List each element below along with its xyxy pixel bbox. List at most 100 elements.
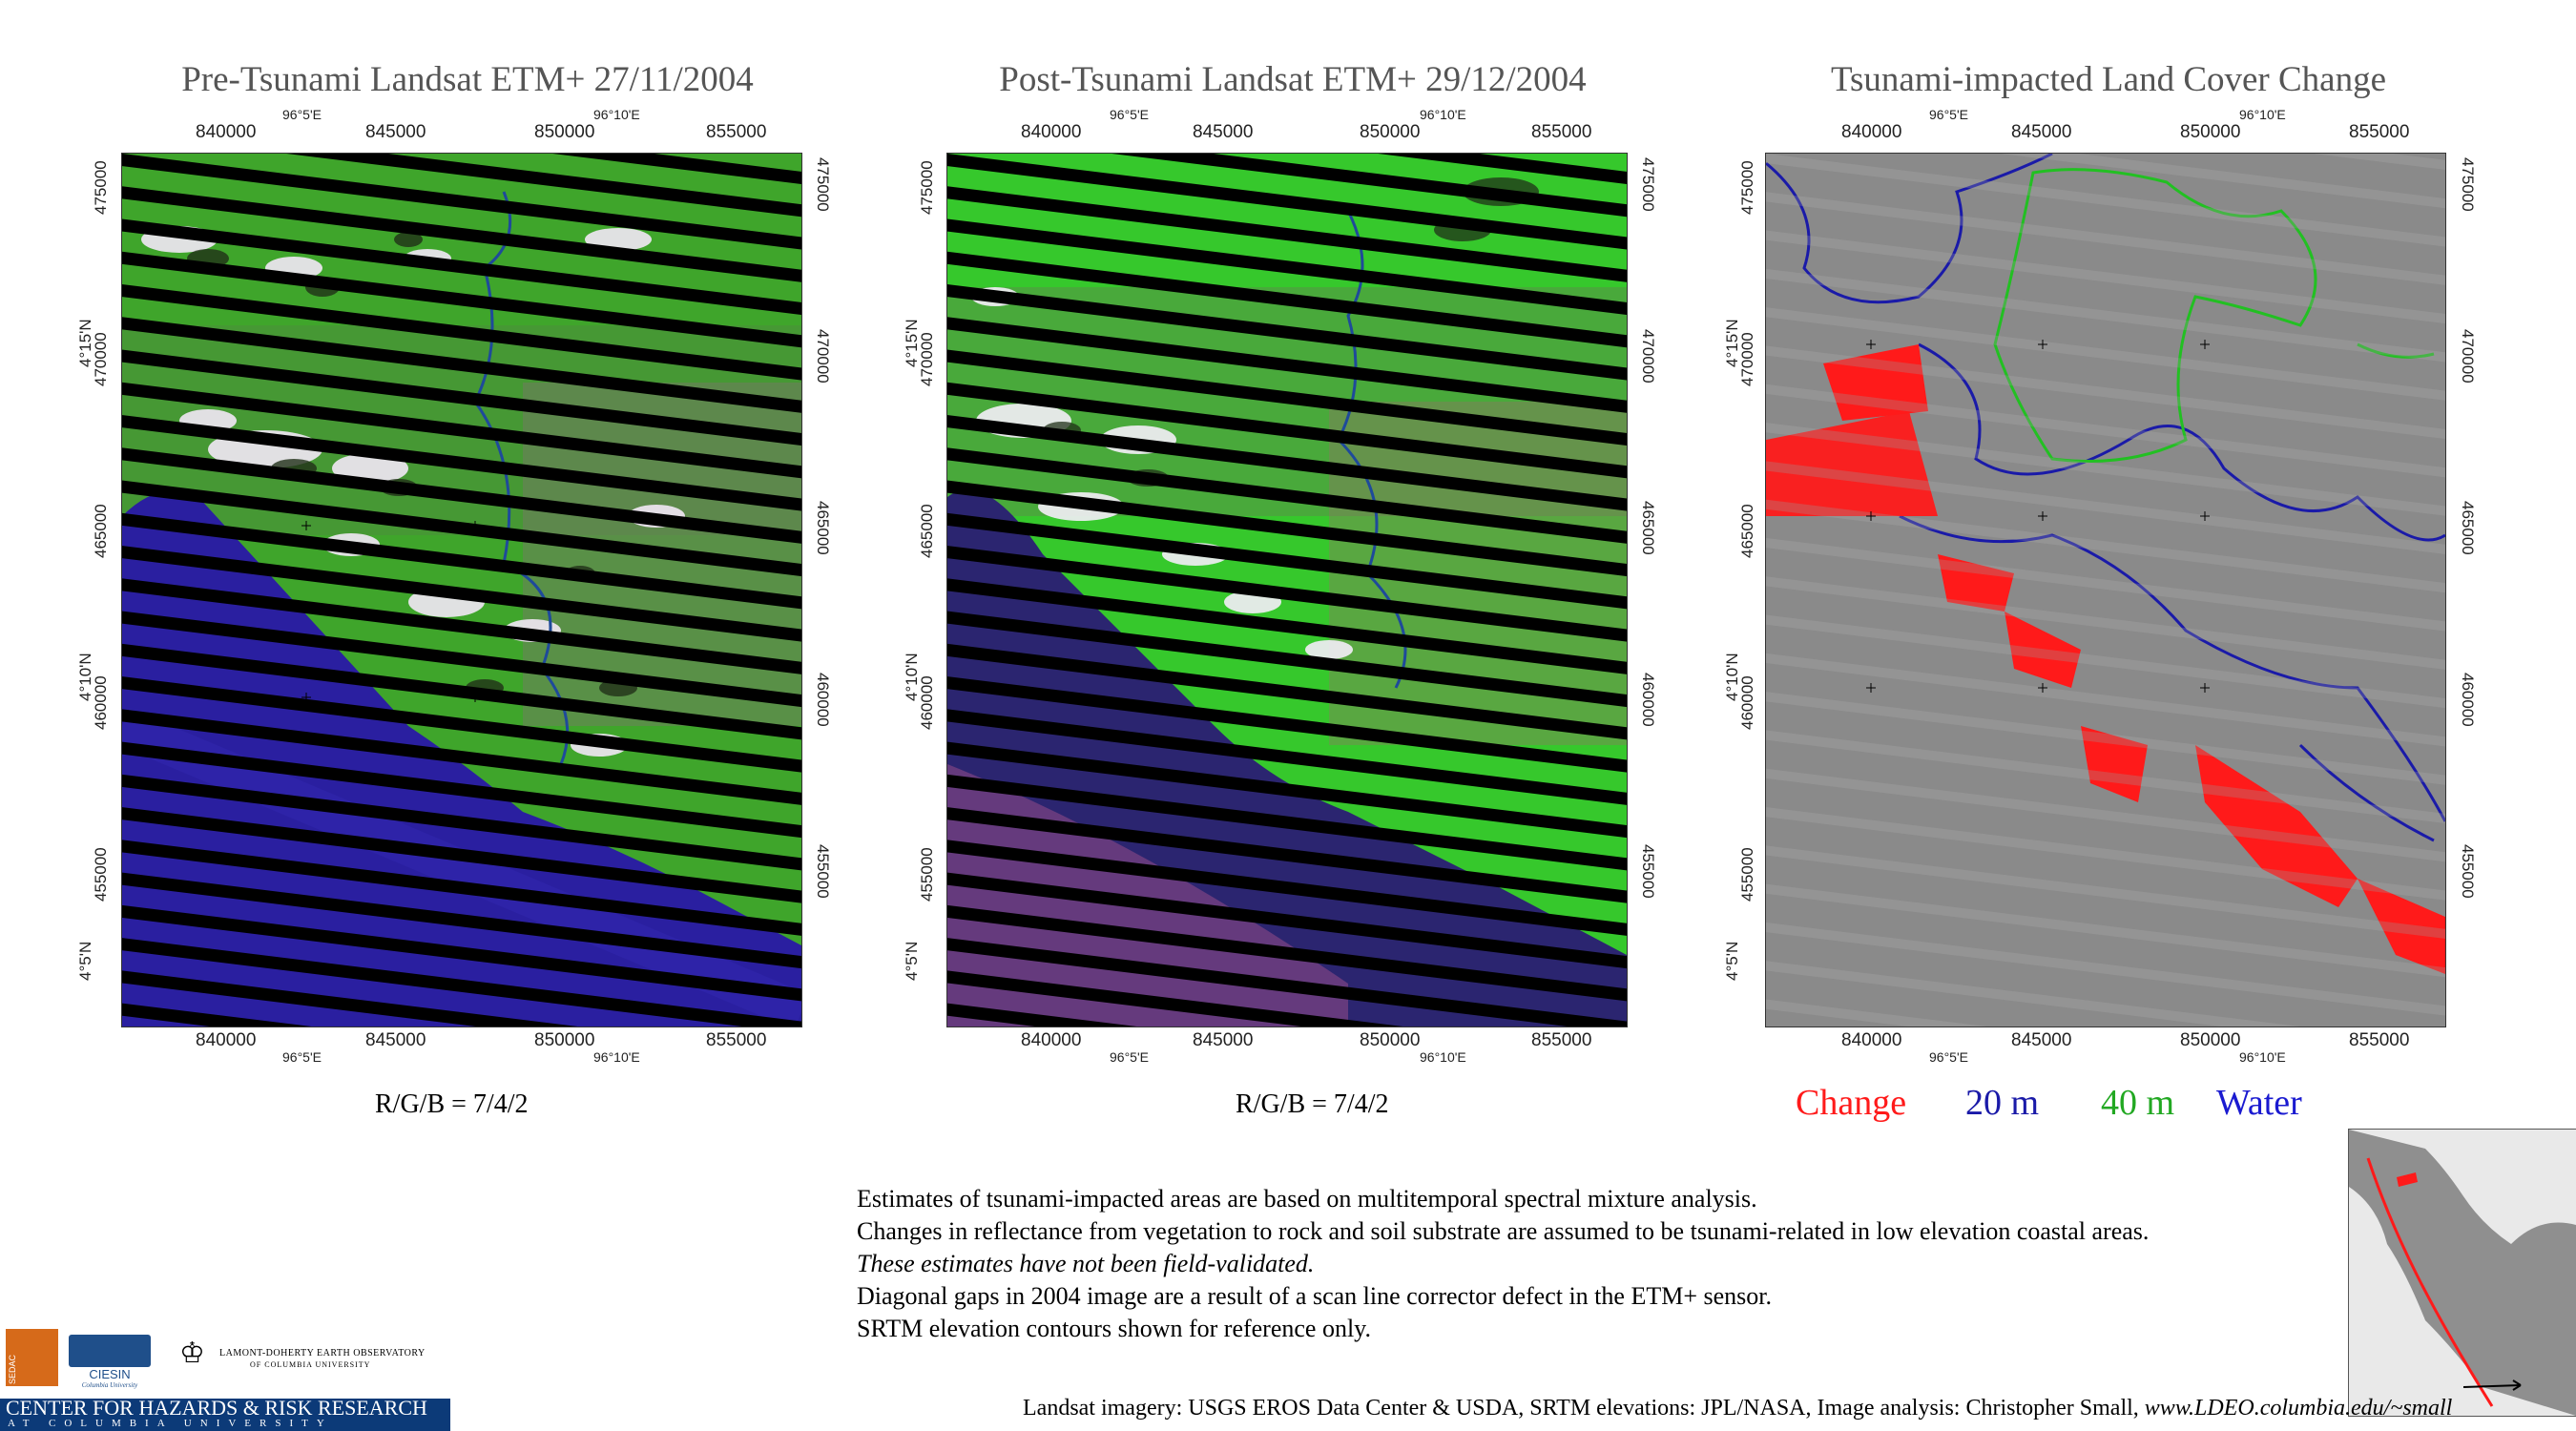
easting-label: 840000 <box>1021 1030 1082 1050</box>
globe-icon <box>69 1335 151 1367</box>
northing-label: 455000 <box>2459 844 2477 899</box>
easting-label: 840000 <box>1021 122 1082 142</box>
easting-label: 845000 <box>2011 122 2072 142</box>
change-map <box>1765 153 2446 1027</box>
note-line: SRTM elevation contours shown for refere… <box>857 1315 1371 1342</box>
credit-url[interactable]: www.LDEO.columbia.edu/~small <box>2144 1396 2453 1421</box>
longitude-label: 96°10'E <box>593 107 640 122</box>
chrr-sub: AT COLUMBIA UNIVERSITY <box>8 1418 333 1429</box>
northing-label: 475000 <box>1738 160 1756 215</box>
chrr-logo: CENTER FOR HAZARDS & RISK RESEARCH AT CO… <box>0 1396 450 1431</box>
northing-label: 455000 <box>92 847 110 902</box>
pre-tsunami-title: Pre-Tsunami Landsat ETM+ 27/11/2004 <box>181 60 754 99</box>
credit-line: Landsat imagery: USGS EROS Data Center &… <box>1023 1396 2452 1421</box>
northing-label: 455000 <box>918 847 936 902</box>
legend-water: Water <box>2216 1083 2302 1123</box>
latitude-label: 4°5'N <box>903 941 921 981</box>
legend-change: Change <box>1796 1083 1907 1123</box>
northing-label: 460000 <box>1639 673 1657 727</box>
longitude-label: 96°5'E <box>1110 107 1149 122</box>
post-tsunami-title: Post-Tsunami Landsat ETM+ 29/12/2004 <box>999 60 1587 99</box>
northing-label: 475000 <box>92 160 110 215</box>
northing-label: 465000 <box>1639 501 1657 555</box>
longitude-label: 96°10'E <box>1420 107 1466 122</box>
latitude-label: 4°5'N <box>1723 941 1741 981</box>
analysis-notes: Estimates of tsunami-impacted areas are … <box>857 1183 2149 1345</box>
latitude-label: 4°15'N <box>1723 319 1741 367</box>
legend-40m: 40 m <box>2101 1083 2175 1123</box>
easting-label: 850000 <box>534 122 595 142</box>
longitude-label: 96°10'E <box>2239 107 2286 122</box>
pre-band-caption: R/G/B = 7/4/2 <box>375 1089 529 1119</box>
northing-label: 475000 <box>918 160 936 215</box>
easting-label: 850000 <box>1360 1030 1421 1050</box>
latitude-label: 4°10'N <box>76 653 94 701</box>
easting-label: 840000 <box>196 122 257 142</box>
ciesin-sub: Columbia University <box>81 1381 138 1389</box>
lamont-sub-label: OF COLUMBIA UNIVERSITY <box>250 1360 371 1369</box>
northing-label: 475000 <box>1639 157 1657 212</box>
easting-label: 855000 <box>2349 1030 2410 1050</box>
longitude-label: 96°5'E <box>1929 1049 1968 1065</box>
institution-logos: SEDAC CIESIN Columbia University ♔ LAMON… <box>0 1329 453 1431</box>
lamont-label: LAMONT-DOHERTY EARTH OBSERVATORY <box>219 1348 426 1358</box>
easting-label: 850000 <box>2180 1030 2241 1050</box>
northing-label: 475000 <box>814 157 832 212</box>
longitude-label: 96°5'E <box>1110 1049 1149 1065</box>
ciesin-label: CIESIN <box>89 1367 131 1381</box>
note-line: Estimates of tsunami-impacted areas are … <box>857 1185 1757 1213</box>
northing-label: 465000 <box>1738 504 1756 558</box>
inset-locator-map <box>2348 1129 2576 1417</box>
easting-label: 845000 <box>1193 122 1254 142</box>
northing-label: 455000 <box>814 844 832 899</box>
latitude-label: 4°15'N <box>903 319 921 367</box>
latitude-label: 4°10'N <box>903 653 921 701</box>
easting-label: 850000 <box>2180 122 2241 142</box>
sedac-logo: SEDAC <box>6 1329 58 1386</box>
northing-label: 460000 <box>814 673 832 727</box>
northing-label: 460000 <box>2459 673 2477 727</box>
easting-label: 845000 <box>1193 1030 1254 1050</box>
easting-label: 845000 <box>365 1030 426 1050</box>
easting-label: 855000 <box>1531 1030 1592 1050</box>
sedac-label: SEDAC <box>8 1354 17 1384</box>
longitude-label: 96°10'E <box>2239 1049 2286 1065</box>
northing-label: 475000 <box>2459 157 2477 212</box>
post-band-caption: R/G/B = 7/4/2 <box>1236 1089 1389 1119</box>
easting-label: 850000 <box>534 1030 595 1050</box>
northing-label: 470000 <box>2459 329 2477 384</box>
easting-label: 855000 <box>706 1030 767 1050</box>
longitude-label: 96°5'E <box>282 1049 322 1065</box>
northing-label: 470000 <box>1639 329 1657 384</box>
crown-icon: ♔ <box>179 1338 205 1369</box>
change-map-title: Tsunami-impacted Land Cover Change <box>1830 60 2387 99</box>
latitude-label: 4°15'N <box>76 319 94 367</box>
latitude-label: 4°5'N <box>76 941 94 981</box>
northing-label: 465000 <box>2459 501 2477 555</box>
easting-label: 845000 <box>365 122 426 142</box>
note-line: Diagonal gaps in 2004 image are a result… <box>857 1282 1772 1310</box>
legend-20m: 20 m <box>1965 1083 2040 1123</box>
longitude-label: 96°5'E <box>282 107 322 122</box>
easting-label: 840000 <box>1841 1030 1902 1050</box>
northing-label: 470000 <box>814 329 832 384</box>
easting-label: 850000 <box>1360 122 1421 142</box>
post-tsunami-image <box>946 153 1628 1027</box>
easting-label: 855000 <box>706 122 767 142</box>
note-line: Changes in reflectance from vegetation t… <box>857 1217 2150 1245</box>
northing-label: 455000 <box>1639 844 1657 899</box>
longitude-label: 96°5'E <box>1929 107 1968 122</box>
chrr-name: CENTER FOR HAZARDS & RISK RESEARCH <box>6 1396 427 1420</box>
northing-label: 465000 <box>918 504 936 558</box>
ciesin-logo: CIESIN Columbia University <box>69 1335 151 1389</box>
pre-tsunami-image <box>121 153 802 1027</box>
northing-label: 465000 <box>92 504 110 558</box>
easting-label: 840000 <box>1841 122 1902 142</box>
northing-label: 465000 <box>814 501 832 555</box>
longitude-label: 96°10'E <box>593 1049 640 1065</box>
easting-label: 845000 <box>2011 1030 2072 1050</box>
note-line: These estimates have not been field-vali… <box>857 1250 1315 1277</box>
latitude-label: 4°10'N <box>1723 653 1741 701</box>
easting-label: 840000 <box>196 1030 257 1050</box>
credit-text: Landsat imagery: USGS EROS Data Center &… <box>1023 1396 2139 1421</box>
